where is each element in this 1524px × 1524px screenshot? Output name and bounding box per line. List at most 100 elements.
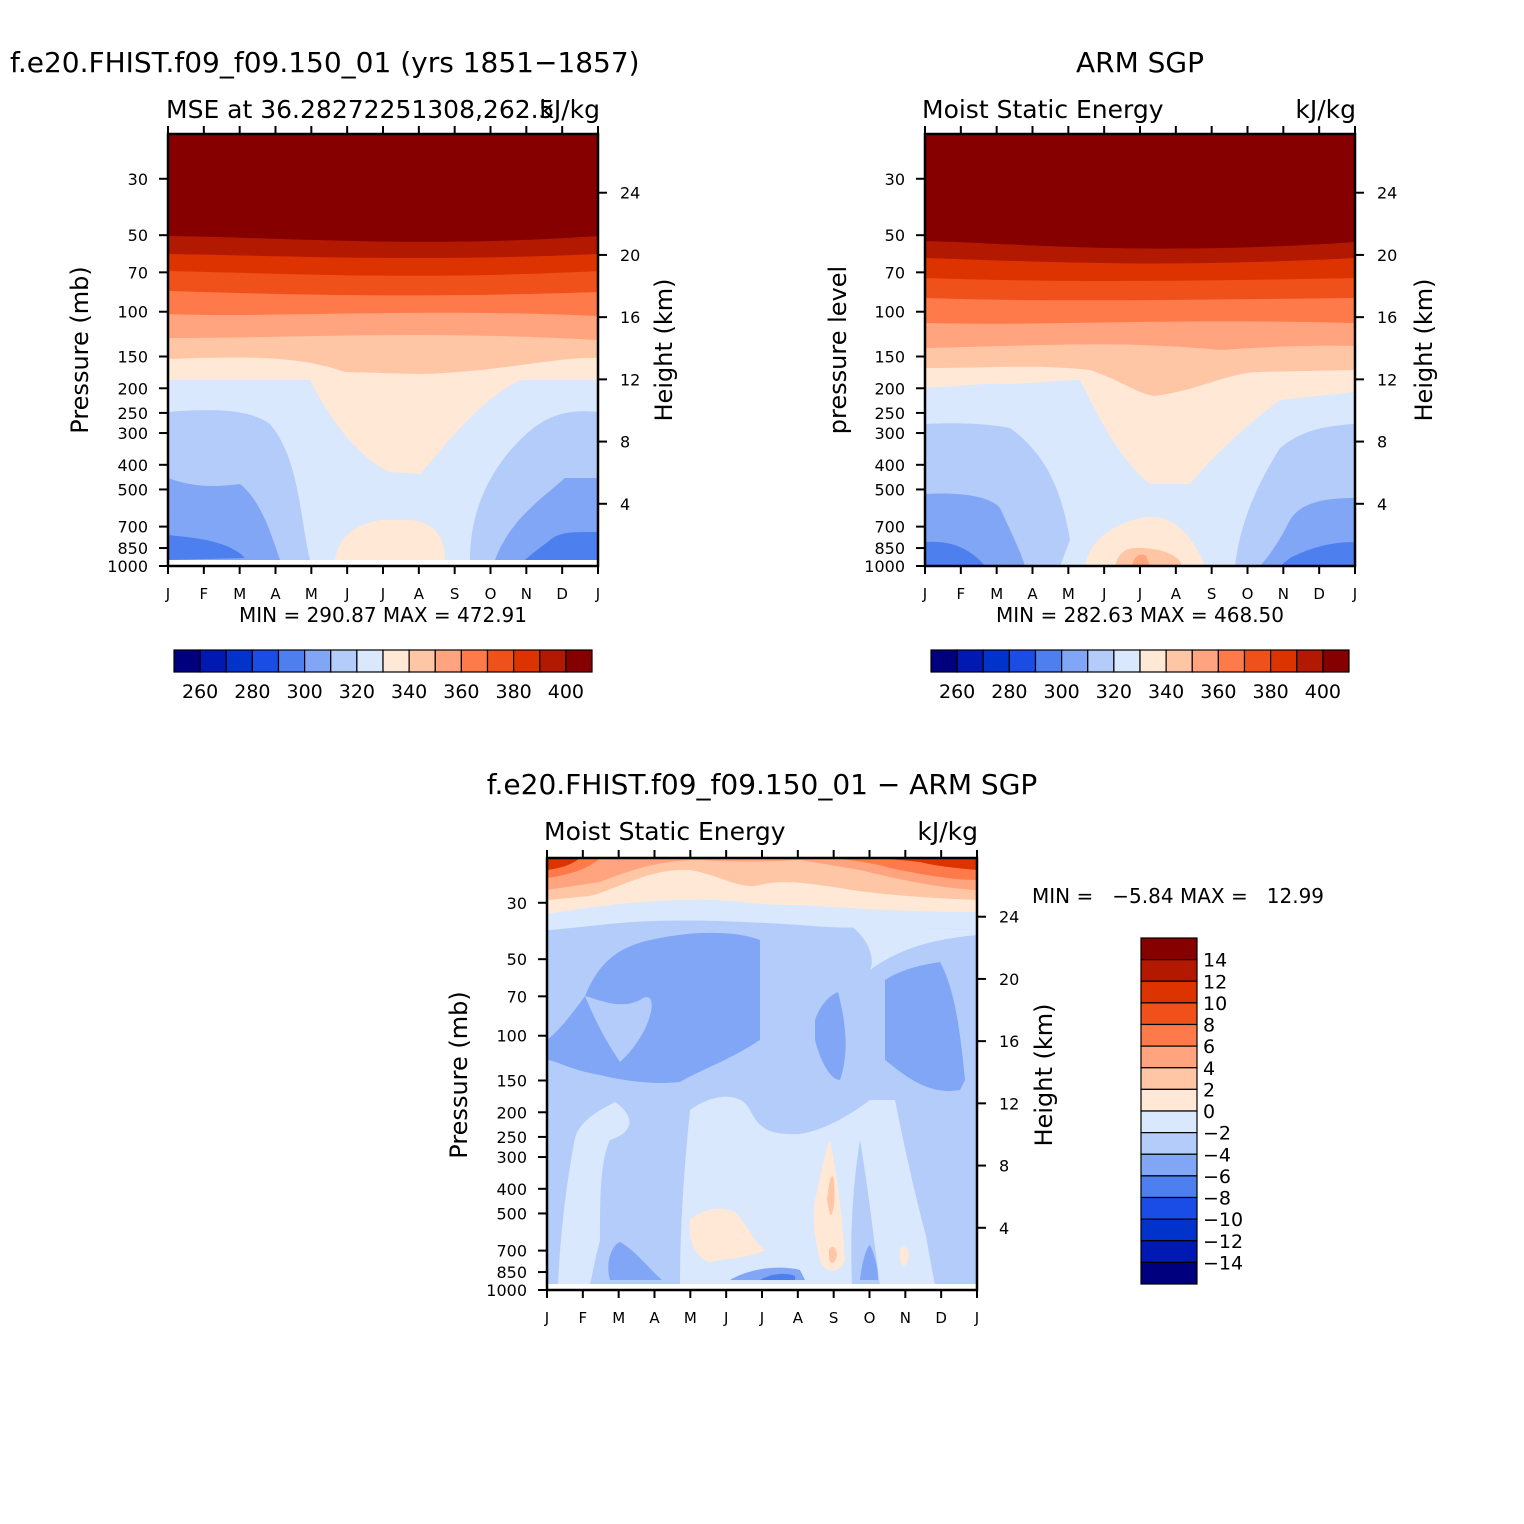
x-tick-label: M [990,585,1003,603]
y2-tick-label: 20 [1377,246,1397,265]
y-tick-label: 300 [496,1148,527,1167]
x-tick-label: O [1242,585,1254,603]
y-tick-label: 100 [874,303,905,322]
y-tick-label: 400 [496,1180,527,1199]
y-tick-label: 100 [496,1027,527,1046]
y-tick-label: 70 [128,263,148,282]
y-tick-label: 200 [496,1103,527,1122]
colorbar-box [1140,1088,1198,1112]
model-subtitle-right: kJ/kg [539,95,600,124]
colorbar-label: 12 [1203,971,1227,993]
colorbar-box [173,649,201,673]
y-tick-label: 700 [117,518,148,537]
colorbar-label: 280 [234,681,270,703]
colorbar-box [565,649,593,673]
x-tick-label: F [579,1309,588,1327]
y-tick-label: 70 [507,987,527,1006]
colorbar-box [1270,649,1298,673]
obs-y2-axis-label: Height (km) [1410,279,1438,422]
x-tick-label: J [1352,585,1357,603]
colorbar-box [1140,1067,1198,1090]
colorbar-label: 300 [1043,681,1079,703]
colorbar-box [408,649,436,673]
colorbar-label: 8 [1203,1015,1215,1037]
colorbar-label: 300 [286,681,322,703]
colorbar-label: 340 [391,681,427,703]
x-tick-label: J [165,585,170,603]
obs-title: ARM SGP [1076,46,1204,79]
colorbar-box [356,649,384,673]
x-tick-label: A [1027,585,1038,603]
obs-y-axis-label: pressure level [824,266,852,434]
x-tick-label: O [864,1309,876,1327]
model-contour-field [168,134,598,566]
obs-contour-field [925,134,1355,566]
y2-tick-label: 8 [620,433,630,452]
colorbar-box [486,649,515,673]
x-tick-label: D [935,1309,947,1327]
y-tick-label: 200 [117,379,148,398]
x-tick-label: A [414,585,425,603]
y-tick-label: 100 [117,303,148,322]
x-tick-label: J [723,1309,728,1327]
model-colorbar: 260 280 300 320 340 360 380 400 [173,649,593,703]
colorbar-box [539,649,567,673]
colorbar-label: 320 [1096,681,1132,703]
colorbar-box [1008,649,1037,673]
y2-tick-label: 24 [1377,184,1397,203]
colorbar-box [1140,1132,1198,1155]
y-tick-label: 250 [496,1128,527,1147]
x-tick-label: A [270,585,281,603]
colorbar-box [382,649,410,673]
x-tick-label: N [521,585,532,603]
colorbar-box [1140,980,1198,1004]
y-tick-label: 250 [117,404,148,423]
diff-subtitle-right: kJ/kg [917,817,978,846]
colorbar-box [1140,937,1198,961]
colorbar-box [1140,959,1198,982]
colorbar-box [304,649,332,673]
x-tick-label: F [957,585,966,603]
y-tick-label: 200 [874,379,905,398]
y-tick-label: 500 [117,480,148,499]
obs-colorbar: 260 280 300 320 340 360 380 400 [930,649,1350,703]
colorbar-label: 14 [1203,950,1227,972]
y2-tick-label: 4 [620,495,630,514]
y-tick-label: 850 [874,539,905,558]
y-tick-label: 300 [117,424,148,443]
colorbar-box [1140,1002,1198,1026]
diff-title: f.e20.FHIST.f09_f09.150_01 − ARM SGP [487,768,1038,801]
colorbar-label: 400 [548,681,584,703]
colorbar-box [1061,649,1089,673]
x-tick-label: A [1171,585,1182,603]
colorbar-box [460,649,489,673]
x-tick-label: J [974,1309,979,1327]
x-tick-label: J [344,585,349,603]
y-tick-label: 50 [128,226,148,245]
colorbar-box [1087,649,1115,673]
colorbar-box [930,649,958,673]
y-tick-label: 700 [874,518,905,537]
y-tick-label: 300 [874,424,905,443]
colorbar-box [1034,649,1063,673]
diff-min-max: MIN = −5.84 MAX = 12.99 [1032,884,1324,908]
y-tick-label: 50 [885,226,905,245]
x-tick-label: O [485,585,497,603]
colorbar-box [277,649,306,673]
colorbar-box [1140,1110,1198,1134]
x-tick-label: N [1278,585,1289,603]
y2-tick-label: 4 [1377,495,1387,514]
colorbar-label: 380 [495,681,531,703]
colorbar-label: 380 [1252,681,1288,703]
colorbar-label: 280 [991,681,1027,703]
colorbar-box [1296,649,1324,673]
colorbar-box [1217,649,1246,673]
colorbar-box [1140,1153,1198,1177]
x-tick-label: J [595,585,600,603]
colorbar-box [1139,649,1167,673]
colorbar-box [1140,1045,1198,1069]
colorbar-label: −4 [1203,1144,1231,1166]
